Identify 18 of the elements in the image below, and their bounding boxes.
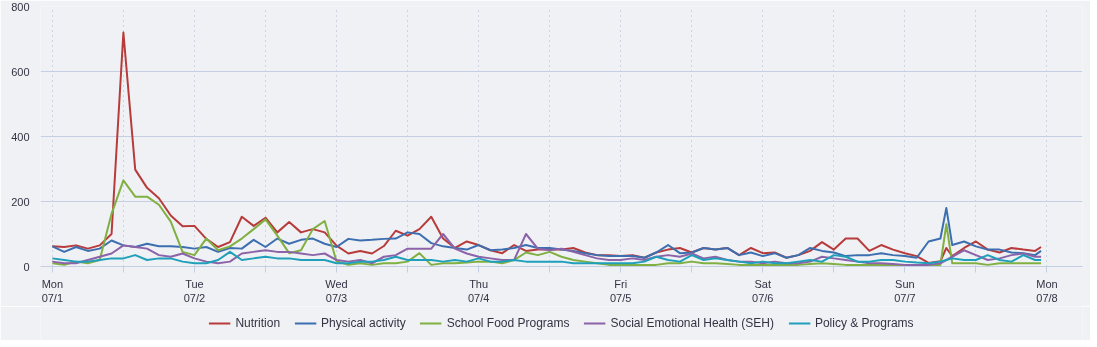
legend-label: School Food Programs <box>446 316 570 330</box>
x-tick-label: Sun 07/7 <box>894 277 916 304</box>
x-tick-label: Mon 07/8 <box>1036 277 1058 304</box>
y-tick-label: 0 <box>23 260 30 273</box>
x-tick-label: Tue 07/2 <box>183 277 206 304</box>
legend-label: Physical activity <box>321 316 406 330</box>
legend-label: Policy & Programs <box>814 316 914 330</box>
x-tick-label: Thu 07/4 <box>467 277 490 304</box>
legend-label: Nutrition <box>235 316 281 330</box>
y-tick-label: 200 <box>11 195 30 208</box>
x-tick-label: Fri 07/5 <box>610 277 632 304</box>
x-tick-label: Mon 07/1 <box>41 277 64 304</box>
y-tick-label: 400 <box>11 130 30 143</box>
x-tick-label: Sat 07/6 <box>752 277 774 304</box>
legend-label: Social Emotional Health (SEH) <box>610 316 774 330</box>
y-tick-label: 600 <box>11 65 30 78</box>
x-tick-label: Wed 07/3 <box>325 277 348 304</box>
y-tick-label: 800 <box>11 0 30 13</box>
